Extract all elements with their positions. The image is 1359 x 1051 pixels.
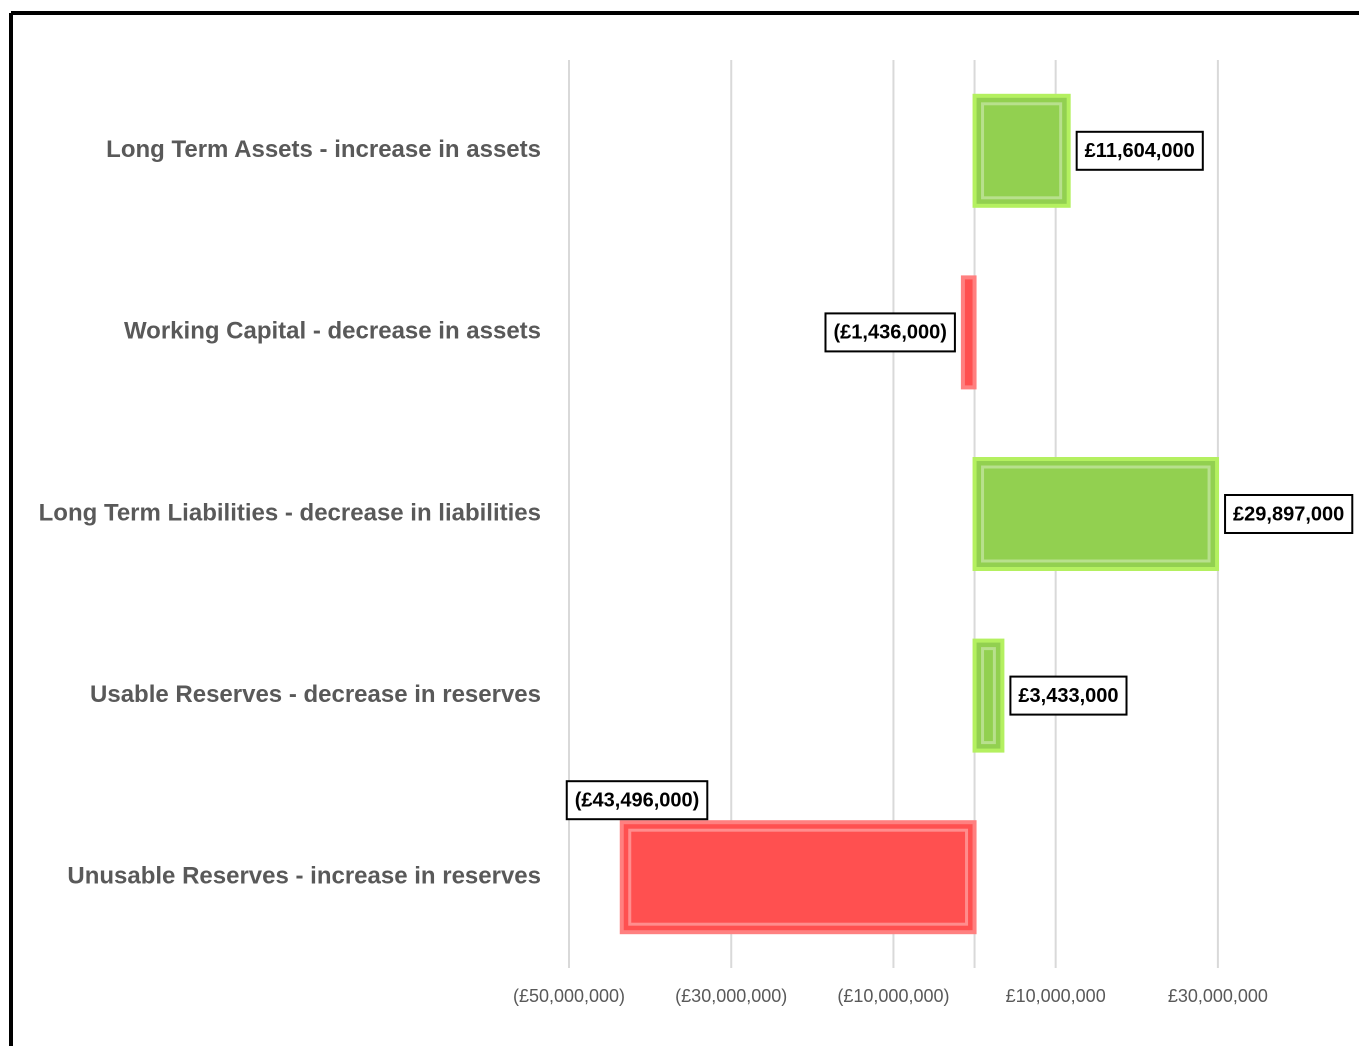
y-tick-label: Unusable Reserves - increase in reserves xyxy=(67,863,541,890)
bar xyxy=(972,638,1005,753)
y-tick-label: Long Term Liabilities - decrease in liab… xyxy=(39,499,541,526)
bar xyxy=(619,820,977,935)
bar-bevel xyxy=(981,647,996,745)
x-tick-label: £30,000,000 xyxy=(1168,986,1268,1006)
bar xyxy=(972,457,1220,571)
x-tick-label: £10,000,000 xyxy=(1006,986,1106,1006)
value-label-box xyxy=(1009,675,1128,716)
x-tick-label: (£50,000,000) xyxy=(513,986,625,1006)
value-label: £29,897,000 xyxy=(1233,503,1344,525)
bar xyxy=(960,275,977,390)
value-label: (£1,436,000) xyxy=(833,322,946,344)
bar-bevel xyxy=(981,102,1063,200)
bar-bevel xyxy=(981,465,1211,563)
value-label: £11,604,000 xyxy=(1085,140,1195,162)
value-label-box xyxy=(1224,494,1354,534)
value-label-box xyxy=(1075,130,1204,171)
value-label: (£43,496,000) xyxy=(575,789,700,811)
value-label: £3,433,000 xyxy=(1018,685,1118,707)
x-tick-label: (£30,000,000) xyxy=(675,986,787,1006)
value-label-box xyxy=(824,312,956,353)
bar-bevel xyxy=(628,828,969,926)
y-tick-label: Usable Reserves - decrease in reserves xyxy=(90,681,541,708)
y-tick-label: Long Term Assets - increase in assets xyxy=(106,136,541,163)
bar xyxy=(972,93,1071,208)
x-tick-label: (£10,000,000) xyxy=(837,986,949,1006)
value-label-box xyxy=(565,780,709,821)
y-tick-label: Working Capital - decrease in assets xyxy=(124,318,541,345)
